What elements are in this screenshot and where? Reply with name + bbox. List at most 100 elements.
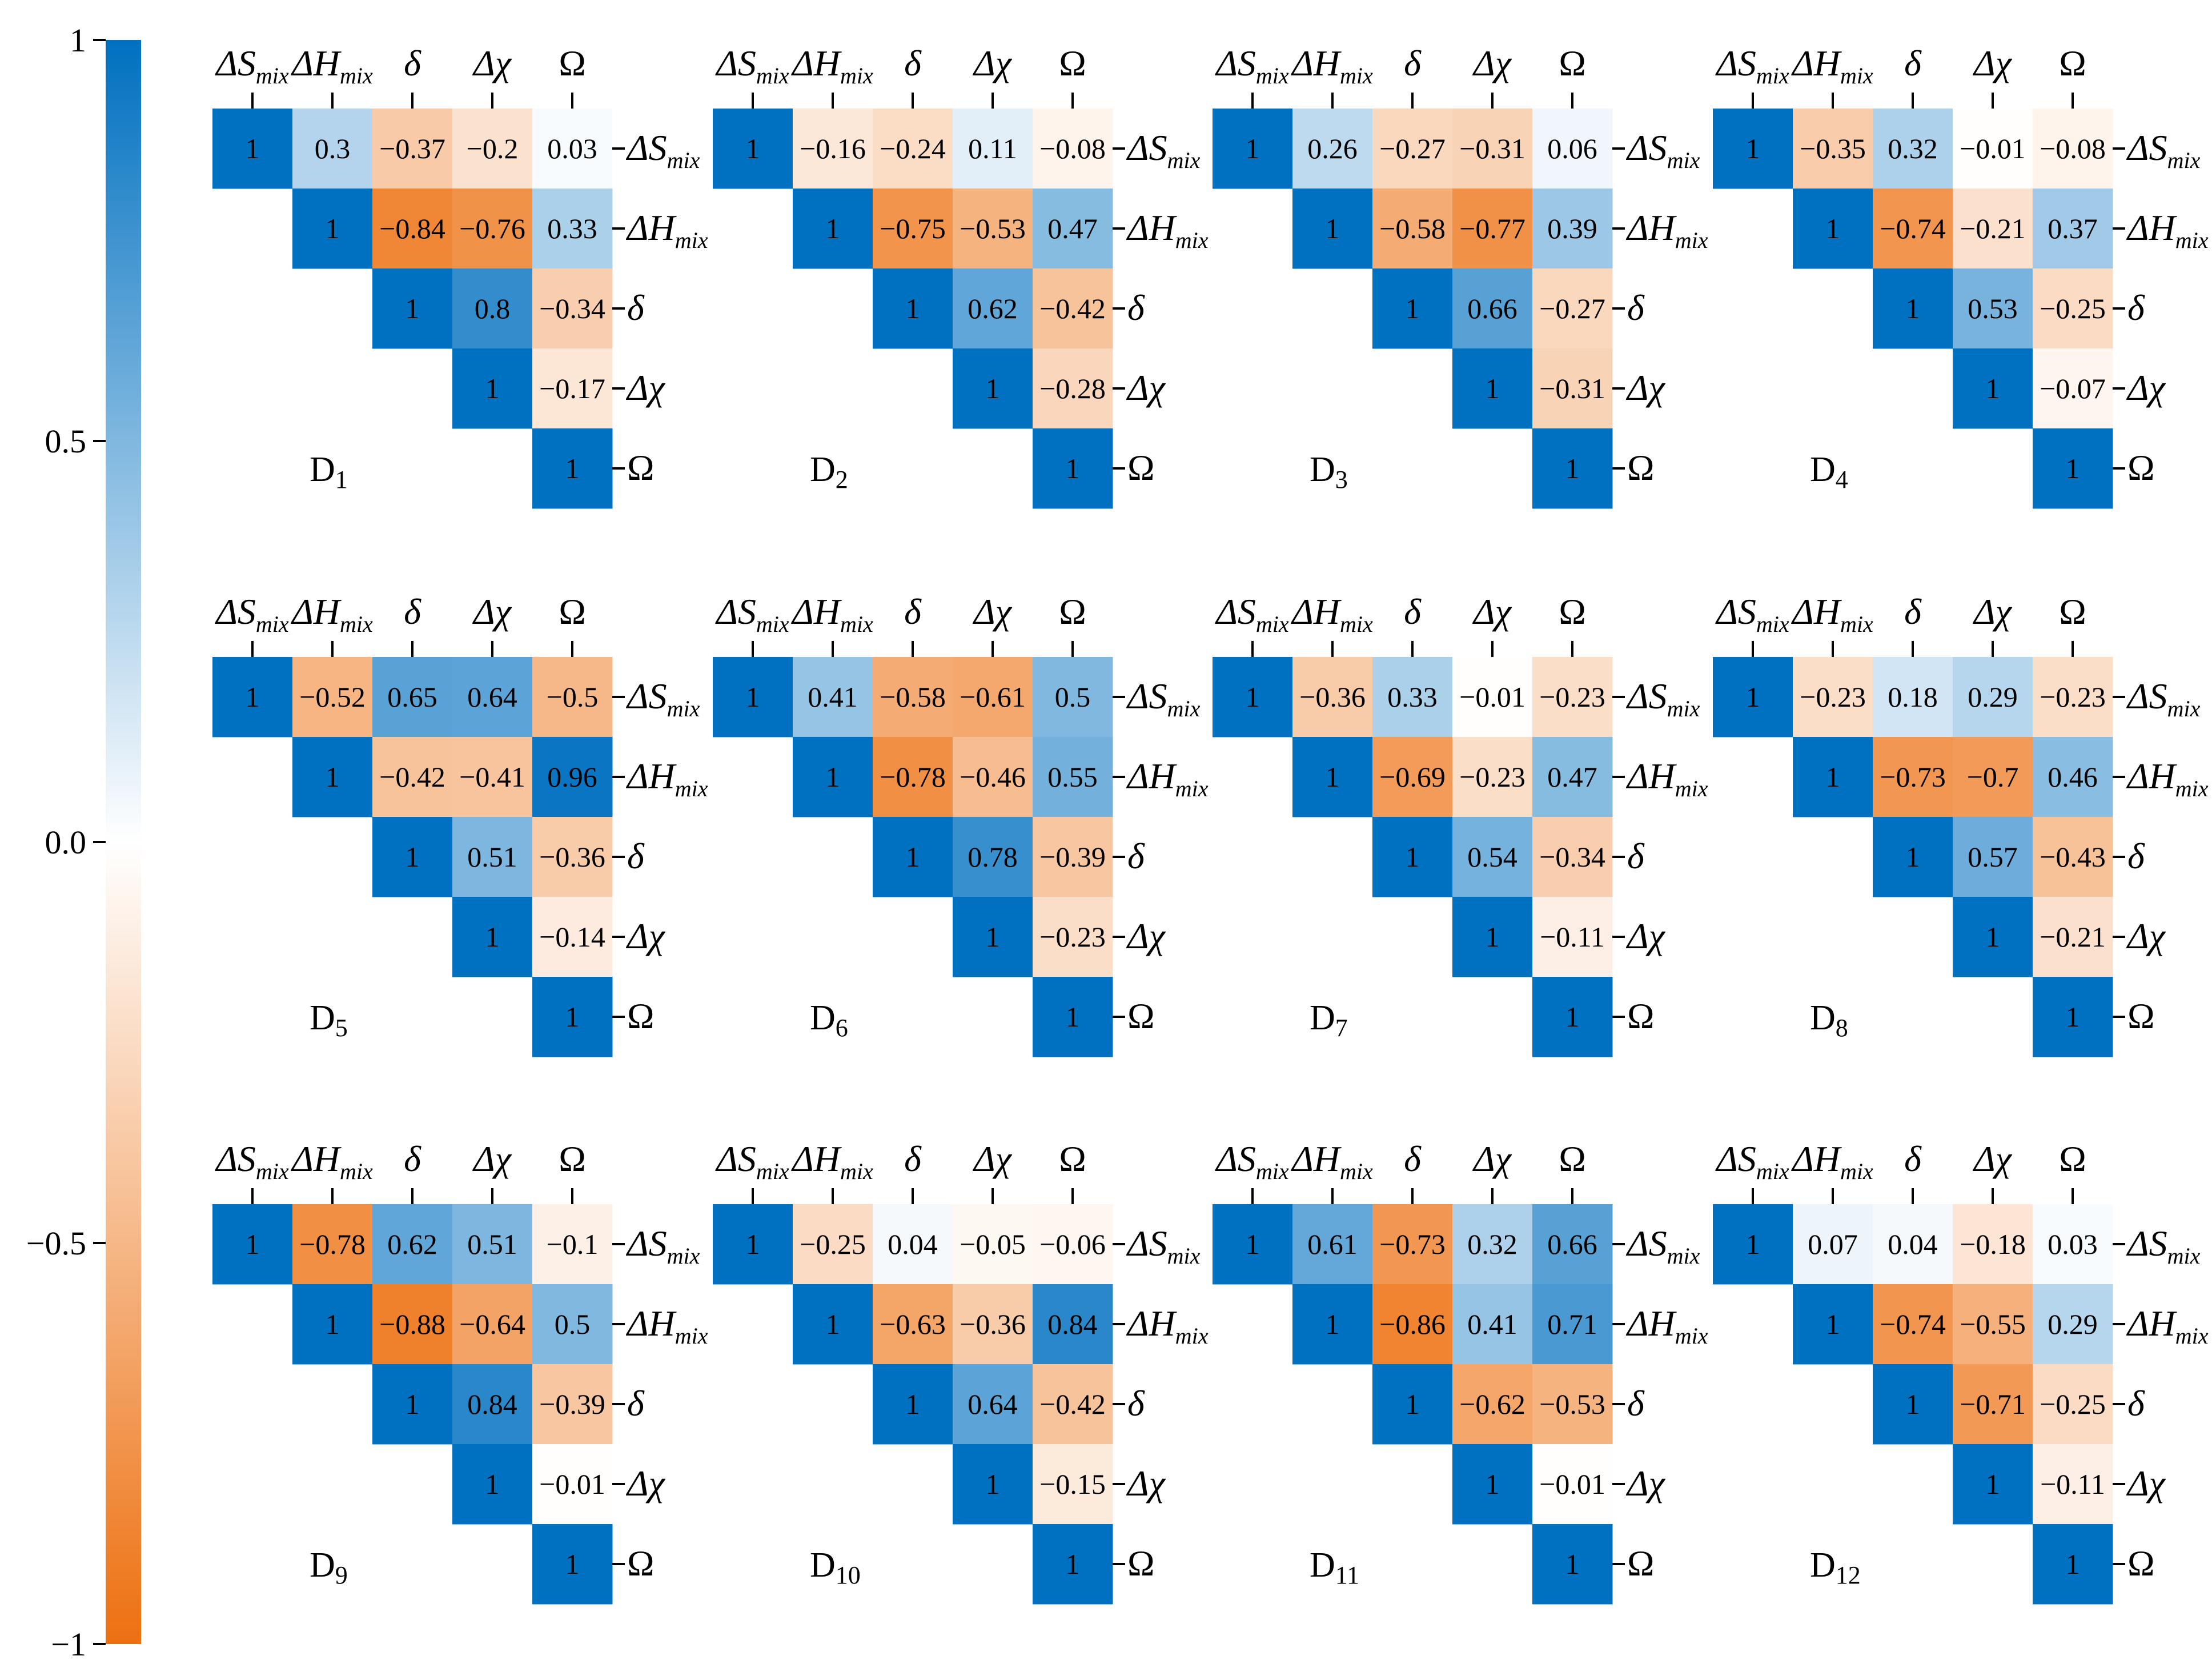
cell-value-label: 1: [1486, 372, 1500, 404]
heatmap-cell: [532, 189, 613, 269]
heatmap-cell: [2033, 268, 2113, 349]
right-axis-label: Δχ: [1625, 1463, 1666, 1503]
cell-value-label: −0.07: [2040, 372, 2106, 404]
top-axis-label: ΔSmix: [1715, 43, 1789, 89]
cell-value-label: −0.05: [960, 1228, 1026, 1260]
heatmap-cell: [1033, 109, 1113, 189]
top-axis-label: ΔHmix: [1791, 1138, 1873, 1184]
top-axis-label: δ: [404, 43, 421, 83]
cell-value-label: 1: [1565, 452, 1580, 484]
heatmap-cell: [372, 737, 453, 817]
cell-value-label: 0.62: [968, 292, 1018, 324]
cell-value-label: −0.37: [379, 133, 445, 165]
heatmap-cell: [873, 189, 953, 269]
heatmap-cell: [1292, 657, 1373, 737]
cell-value-label: 1: [986, 1468, 1000, 1500]
correlation-panel: 1 −0.25 0.04 −0.05 −0.06 1 −0.63 −0.36 0.84 1 0.64…: [713, 1138, 1209, 1605]
heatmap-cell: [1452, 268, 1533, 349]
colorbar-tick-label: 0.5: [45, 423, 87, 460]
heatmap-cell: [292, 109, 373, 189]
cell-value-label: 1: [1565, 1548, 1580, 1580]
heatmap-cell: [452, 1444, 533, 1525]
cell-value-label: 1: [1746, 681, 1760, 713]
right-axis-label: ΔHmix: [1126, 756, 1209, 801]
heatmap-cell: [793, 109, 873, 189]
heatmap-cell: [1532, 737, 1613, 817]
right-axis-label: Δχ: [625, 1463, 666, 1503]
heatmap-cell: [452, 268, 533, 349]
heatmap-cell: [1033, 1284, 1113, 1365]
heatmap-cell: [1372, 189, 1453, 269]
cell-value-label: 1: [746, 681, 760, 713]
right-axis-label: δ: [2127, 836, 2145, 876]
heatmap-cell: [1452, 1284, 1533, 1365]
panel-label: D2: [810, 450, 848, 494]
panel-label: D9: [310, 1546, 348, 1589]
cell-value-label: −0.73: [1379, 1228, 1446, 1260]
correlation-panel: 1 0.41 −0.58 −0.61 0.5 1 −0.78 −0.46 0.55 1 0.78 −0…: [713, 591, 1209, 1057]
cell-value-label: 1: [1986, 921, 2000, 953]
cell-value-label: 1: [826, 212, 840, 244]
heatmap-cell: [793, 657, 873, 737]
cell-value-label: −0.01: [1960, 133, 2026, 165]
cell-value-label: −0.2: [467, 133, 519, 165]
cell-value-label: −0.21: [1960, 212, 2026, 244]
right-axis-label: Δχ: [2126, 916, 2166, 956]
cell-value-label: 0.55: [1047, 761, 1098, 793]
heatmap-cell: [2033, 189, 2113, 269]
top-axis-label: Ω: [1059, 591, 1086, 632]
heatmap-cell: [1532, 109, 1613, 189]
cell-value-label: −0.31: [1539, 372, 1605, 404]
cell-value-label: 1: [246, 681, 260, 713]
cell-value-label: 1: [1066, 452, 1080, 484]
panel-label: D10: [810, 1546, 861, 1589]
cell-value-label: 1: [1406, 841, 1420, 873]
cell-value-label: 1: [1326, 1308, 1340, 1340]
right-axis-label: ΔHmix: [1625, 756, 1708, 801]
top-axis-label: Ω: [1559, 1138, 1586, 1179]
heatmap-cell: [1532, 1284, 1613, 1365]
heatmap-cell: [2033, 817, 2113, 897]
top-axis-label: ΔHmix: [790, 43, 873, 89]
right-axis-label: Ω: [1127, 447, 1155, 488]
heatmap-cell: [1793, 1284, 1873, 1365]
heatmap-cell: [1953, 897, 2033, 977]
cell-value-label: −0.74: [1880, 1308, 1946, 1340]
heatmap-cell: [292, 657, 373, 737]
cell-value-label: −0.69: [1379, 761, 1446, 793]
heatmap-cell: [1452, 1204, 1533, 1285]
cell-value-label: −0.36: [539, 841, 605, 873]
top-axis-label: ΔHmix: [1290, 43, 1373, 89]
cell-value-label: 0.47: [1047, 212, 1098, 244]
heatmap-cell: [1532, 1204, 1613, 1285]
heatmap-cell: [873, 1204, 953, 1285]
right-axis-label: Ω: [1627, 996, 1655, 1036]
cell-value-label: 0.11: [968, 133, 1017, 165]
cell-value-label: −0.01: [1539, 1468, 1605, 1500]
cell-value-label: 1: [1826, 761, 1840, 793]
heatmap-cell: [452, 348, 533, 429]
top-axis-label: Ω: [559, 43, 586, 83]
top-axis-label: Δχ: [972, 591, 1013, 632]
right-axis-label: Ω: [627, 447, 655, 488]
heatmap-cell: [1953, 189, 2033, 269]
heatmap-cell: [1953, 817, 2033, 897]
cell-value-label: 0.62: [387, 1228, 437, 1260]
right-axis-label: Δχ: [625, 367, 666, 408]
cell-value-label: −0.21: [2040, 921, 2106, 953]
heatmap-cell: [452, 1204, 533, 1285]
cell-value-label: 0.84: [467, 1388, 517, 1420]
cell-value-label: 1: [746, 133, 760, 165]
heatmap-cell: [372, 109, 453, 189]
heatmap-cell: [212, 657, 293, 737]
cell-value-label: −0.27: [1379, 133, 1446, 165]
cell-value-label: −0.77: [1459, 212, 1525, 244]
top-axis-label: Ω: [1559, 591, 1586, 632]
right-axis-label: Ω: [2127, 1543, 2155, 1583]
right-axis-label: Ω: [1127, 1543, 1155, 1583]
cell-value-label: 1: [246, 133, 260, 165]
heatmap-cell: [1452, 109, 1533, 189]
heatmap-cell: [953, 1284, 1033, 1365]
heatmap-cell: [1873, 1364, 1953, 1445]
cell-value-label: −0.15: [1039, 1468, 1106, 1500]
